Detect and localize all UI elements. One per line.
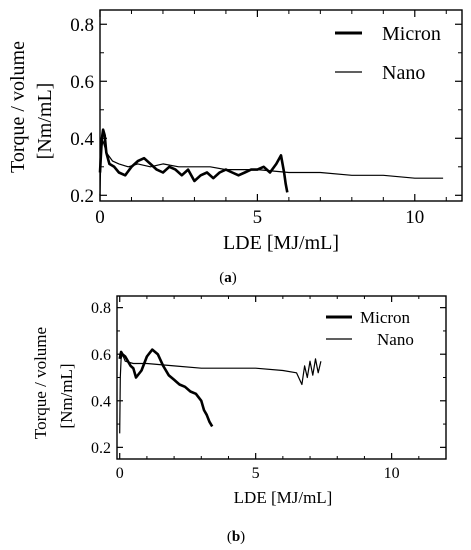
panel-a-legend-micron-label: Micron	[382, 23, 441, 45]
panel-a-ytick-label-1: 0.4	[70, 129, 94, 150]
panel-b-ticks: 0 5 10 0.2 0.4 0.6 0.8	[91, 296, 447, 482]
panel-b-chart: 0 5 10 0.2 0.4 0.6 0.8 Micron Nano LDE [MJ/mL]…	[31, 295, 447, 545]
panel-b-ylabel-line2: [Nm/mL]	[57, 363, 76, 428]
panel-b-ylabel-line1: Torque / volume	[31, 327, 50, 439]
panel-b-xtick-label-0: 0	[116, 465, 124, 482]
panel-a-ytick-label-0: 0.2	[70, 186, 94, 207]
panel-b-xtick-label-10: 10	[384, 465, 400, 482]
panel-a-ylabel-line1: Torque / volume	[7, 41, 29, 173]
panel-b-xtick-label-5: 5	[252, 465, 260, 482]
panel-b-tag-letter: b	[232, 529, 240, 545]
panel-a-ylabel-line2: [Nm/mL]	[34, 83, 56, 160]
panel-a-chart: 0 5 10 0.2 0.4 0.6 0.8 Micron Nano LDE [MJ/mL]…	[7, 9, 463, 286]
panel-a-legend: Micron Nano	[335, 23, 441, 84]
panel-a-series-micron	[98, 128, 289, 193]
panel-b-legend: Micron Nano	[326, 308, 414, 349]
panel-a-xlabel: LDE [MJ/mL]	[223, 232, 339, 254]
panel-a-legend-nano-label: Nano	[382, 62, 425, 84]
panel-a-xtick-label-10: 10	[405, 207, 424, 228]
panel-b-legend-micron-label: Micron	[360, 308, 411, 327]
panel-a-xtick-label-0: 0	[95, 207, 105, 228]
panel-b-series-micron	[118, 348, 214, 428]
panel-a-lines	[98, 128, 444, 196]
panel-a-tag-letter: a	[224, 270, 232, 286]
panel-b-ytick-label-0: 0.2	[91, 440, 111, 457]
panel-a-ytick-label-3: 0.8	[70, 15, 94, 36]
panel-b-legend-nano-label: Nano	[377, 330, 414, 349]
panel-b-lines	[118, 348, 322, 434]
panel-b-tag: (b)	[227, 529, 245, 545]
panel-a-ytick-label-2: 0.6	[70, 72, 94, 93]
panel-a-tag: (a)	[219, 270, 237, 286]
panel-a-frame	[99, 9, 463, 202]
panel-b-ytick-label-2: 0.6	[91, 347, 111, 364]
panel-a-ticks: 0 5 10 0.2 0.4 0.6 0.8	[70, 10, 462, 228]
panel-b-series-nano	[119, 353, 322, 434]
panel-a-xtick-label-5: 5	[253, 207, 263, 228]
panel-b-xlabel: LDE [MJ/mL]	[234, 488, 333, 507]
panel-b-ytick-label-3: 0.8	[91, 300, 111, 317]
panel-a-series-nano	[99, 140, 444, 196]
panel-b-ytick-label-1: 0.4	[91, 393, 111, 410]
